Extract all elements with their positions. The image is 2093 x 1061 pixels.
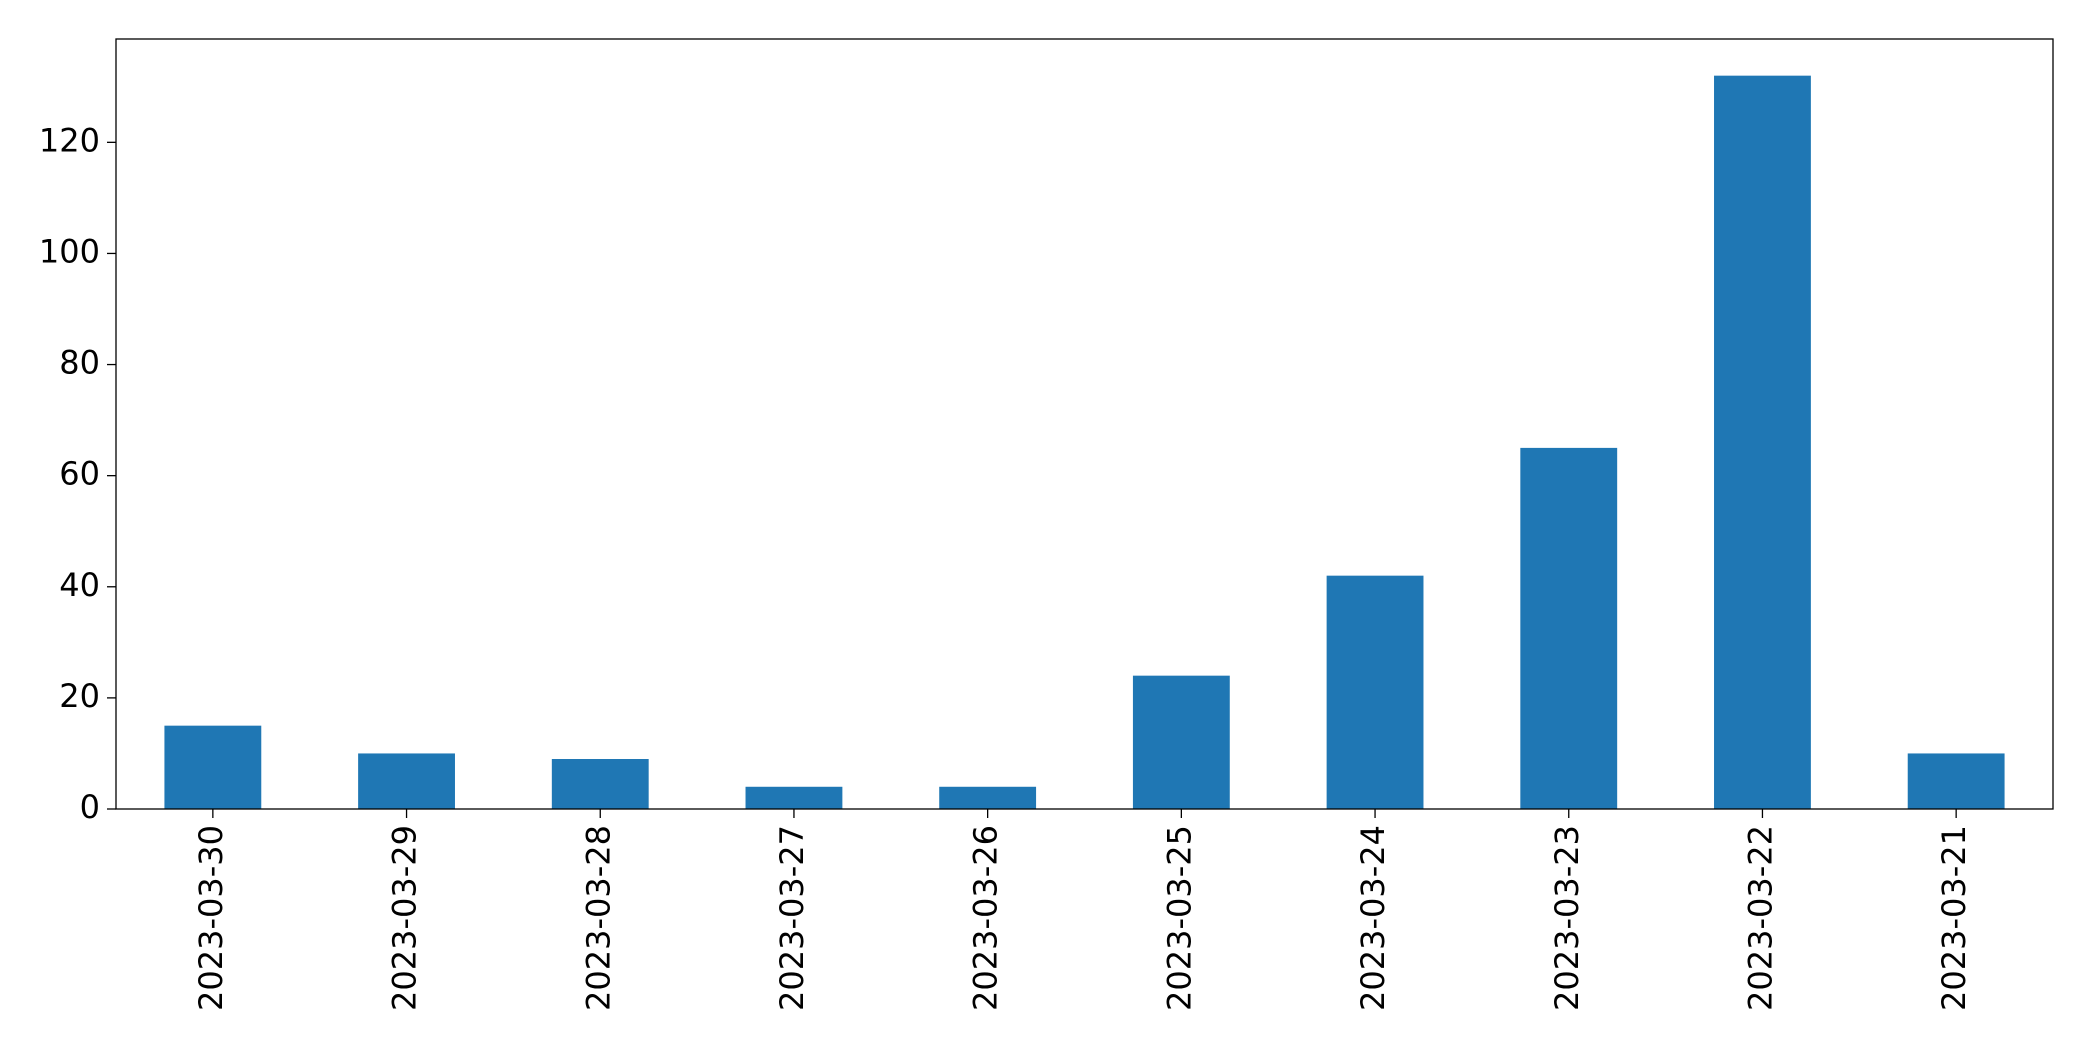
- y-tick-label: 40: [59, 566, 100, 604]
- y-tick-label: 80: [59, 344, 100, 382]
- y-tick-label: 60: [59, 455, 100, 493]
- bar: [1907, 753, 2005, 809]
- bar: [745, 786, 843, 809]
- x-tick-label: 2023-03-26: [967, 825, 1005, 1011]
- x-tick-label: 2023-03-29: [386, 825, 424, 1011]
- x-tick-label: 2023-03-21: [1935, 825, 1973, 1011]
- bar: [1132, 675, 1230, 809]
- x-tick-label: 2023-03-27: [773, 825, 811, 1011]
- x-tick-label: 2023-03-24: [1354, 825, 1392, 1011]
- x-tick-label: 2023-03-22: [1741, 825, 1779, 1011]
- x-tick-label: 2023-03-28: [579, 825, 617, 1011]
- y-tick-label: 20: [59, 677, 100, 715]
- y-tick-label: 120: [39, 121, 100, 159]
- x-tick-label: 2023-03-23: [1548, 825, 1586, 1011]
- plot-frame: [115, 38, 2054, 810]
- bar: [1714, 75, 1811, 809]
- bar: [1520, 447, 1618, 809]
- bar: [551, 759, 649, 809]
- y-tick-label: 100: [39, 232, 100, 270]
- bar: [358, 753, 455, 809]
- bar: [939, 786, 1037, 809]
- y-tick-label: 0: [80, 788, 100, 826]
- bar: [164, 725, 262, 809]
- bar: [1326, 575, 1424, 809]
- x-tick-label: 2023-03-30: [192, 825, 230, 1011]
- x-tick-label: 2023-03-25: [1160, 825, 1198, 1011]
